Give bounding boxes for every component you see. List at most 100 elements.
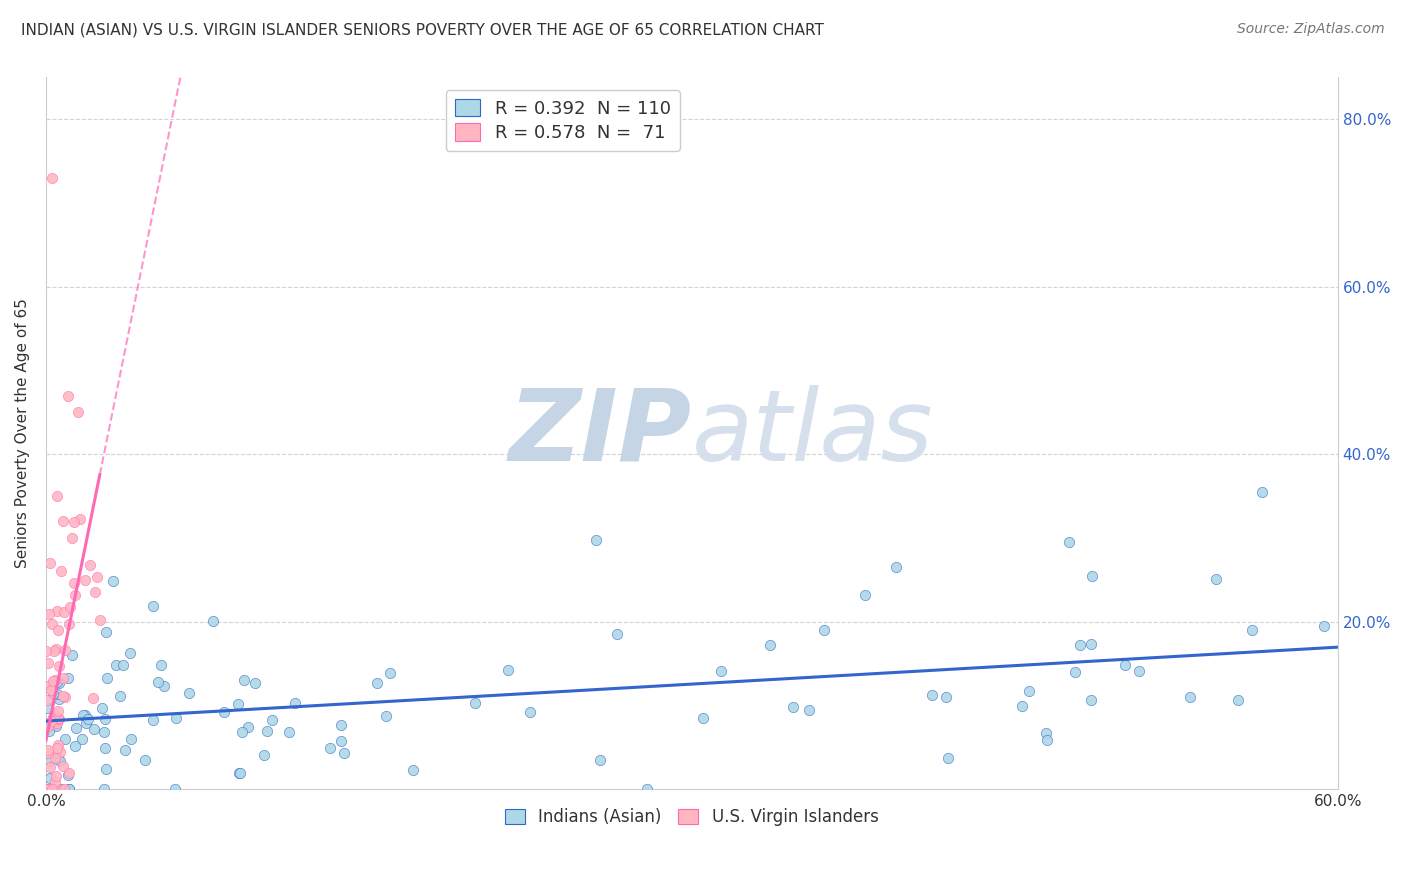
Point <box>48 676 70 690</box>
Point <box>38 782 60 797</box>
Point <box>256 723 278 738</box>
Point <box>884 560 907 574</box>
Point <box>1069 638 1091 652</box>
Point <box>284 696 307 710</box>
Point <box>329 718 352 732</box>
Point <box>75 707 97 722</box>
Point <box>89 613 111 627</box>
Point <box>134 753 156 767</box>
Point <box>101 574 124 589</box>
Point <box>39 714 62 728</box>
Point <box>65 739 87 753</box>
Point <box>45 687 67 701</box>
Point <box>35 644 58 658</box>
Point <box>375 709 398 723</box>
Point <box>96 762 118 776</box>
Point <box>46 624 69 638</box>
Point <box>93 724 115 739</box>
Point <box>37 782 59 797</box>
Point <box>318 741 340 756</box>
Point <box>114 743 136 757</box>
Point <box>58 765 80 780</box>
Point <box>226 697 249 711</box>
Point <box>44 644 66 658</box>
Point <box>1035 726 1057 740</box>
Point <box>38 754 60 768</box>
Point <box>496 663 519 677</box>
Point <box>48 691 70 706</box>
Point <box>41 617 63 632</box>
Point <box>62 576 84 591</box>
Point <box>49 745 72 759</box>
Point <box>636 782 658 797</box>
Point <box>936 751 959 765</box>
Point <box>41 687 63 701</box>
Point <box>46 704 69 718</box>
Point <box>52 759 75 773</box>
Point <box>35 782 58 797</box>
Point <box>177 686 200 700</box>
Point <box>233 673 256 688</box>
Point <box>229 765 252 780</box>
Point <box>118 646 141 660</box>
Point <box>1018 683 1040 698</box>
Point <box>243 676 266 690</box>
Point <box>67 405 90 419</box>
Point <box>110 689 132 703</box>
Point <box>38 607 60 621</box>
Point <box>60 531 83 545</box>
Point <box>111 658 134 673</box>
Point <box>49 754 72 768</box>
Point <box>105 658 128 673</box>
Point <box>758 638 780 652</box>
Point <box>228 765 250 780</box>
Point <box>37 782 59 797</box>
Point <box>44 673 66 688</box>
Point <box>464 696 486 710</box>
Point <box>44 774 66 789</box>
Point <box>83 722 105 736</box>
Point <box>797 703 820 717</box>
Point <box>90 701 112 715</box>
Point <box>150 657 173 672</box>
Point <box>120 732 142 747</box>
Point <box>86 570 108 584</box>
Point <box>59 599 82 614</box>
Point <box>52 514 75 528</box>
Point <box>45 675 67 690</box>
Point <box>35 693 58 707</box>
Point <box>73 573 96 587</box>
Point <box>163 782 186 797</box>
Point <box>519 705 541 719</box>
Point <box>46 741 69 756</box>
Point <box>921 688 943 702</box>
Point <box>45 642 67 657</box>
Point <box>1057 535 1080 549</box>
Point <box>38 782 60 797</box>
Point <box>37 782 59 797</box>
Point <box>1128 664 1150 678</box>
Point <box>39 683 62 698</box>
Text: ZIP: ZIP <box>509 384 692 482</box>
Legend: Indians (Asian), U.S. Virgin Islanders: Indians (Asian), U.S. Virgin Islanders <box>496 799 887 834</box>
Point <box>49 565 72 579</box>
Point <box>165 711 187 725</box>
Point <box>37 782 59 797</box>
Point <box>46 739 69 753</box>
Point <box>1114 658 1136 673</box>
Point <box>60 648 83 662</box>
Point <box>782 699 804 714</box>
Point <box>35 782 58 797</box>
Point <box>855 588 877 602</box>
Point <box>46 604 69 618</box>
Point <box>48 712 70 726</box>
Point <box>93 782 115 797</box>
Point <box>75 715 97 730</box>
Point <box>1227 692 1250 706</box>
Point <box>366 676 388 690</box>
Point <box>53 690 76 704</box>
Point <box>45 489 67 503</box>
Point <box>330 734 353 748</box>
Point <box>1035 732 1057 747</box>
Point <box>42 711 65 725</box>
